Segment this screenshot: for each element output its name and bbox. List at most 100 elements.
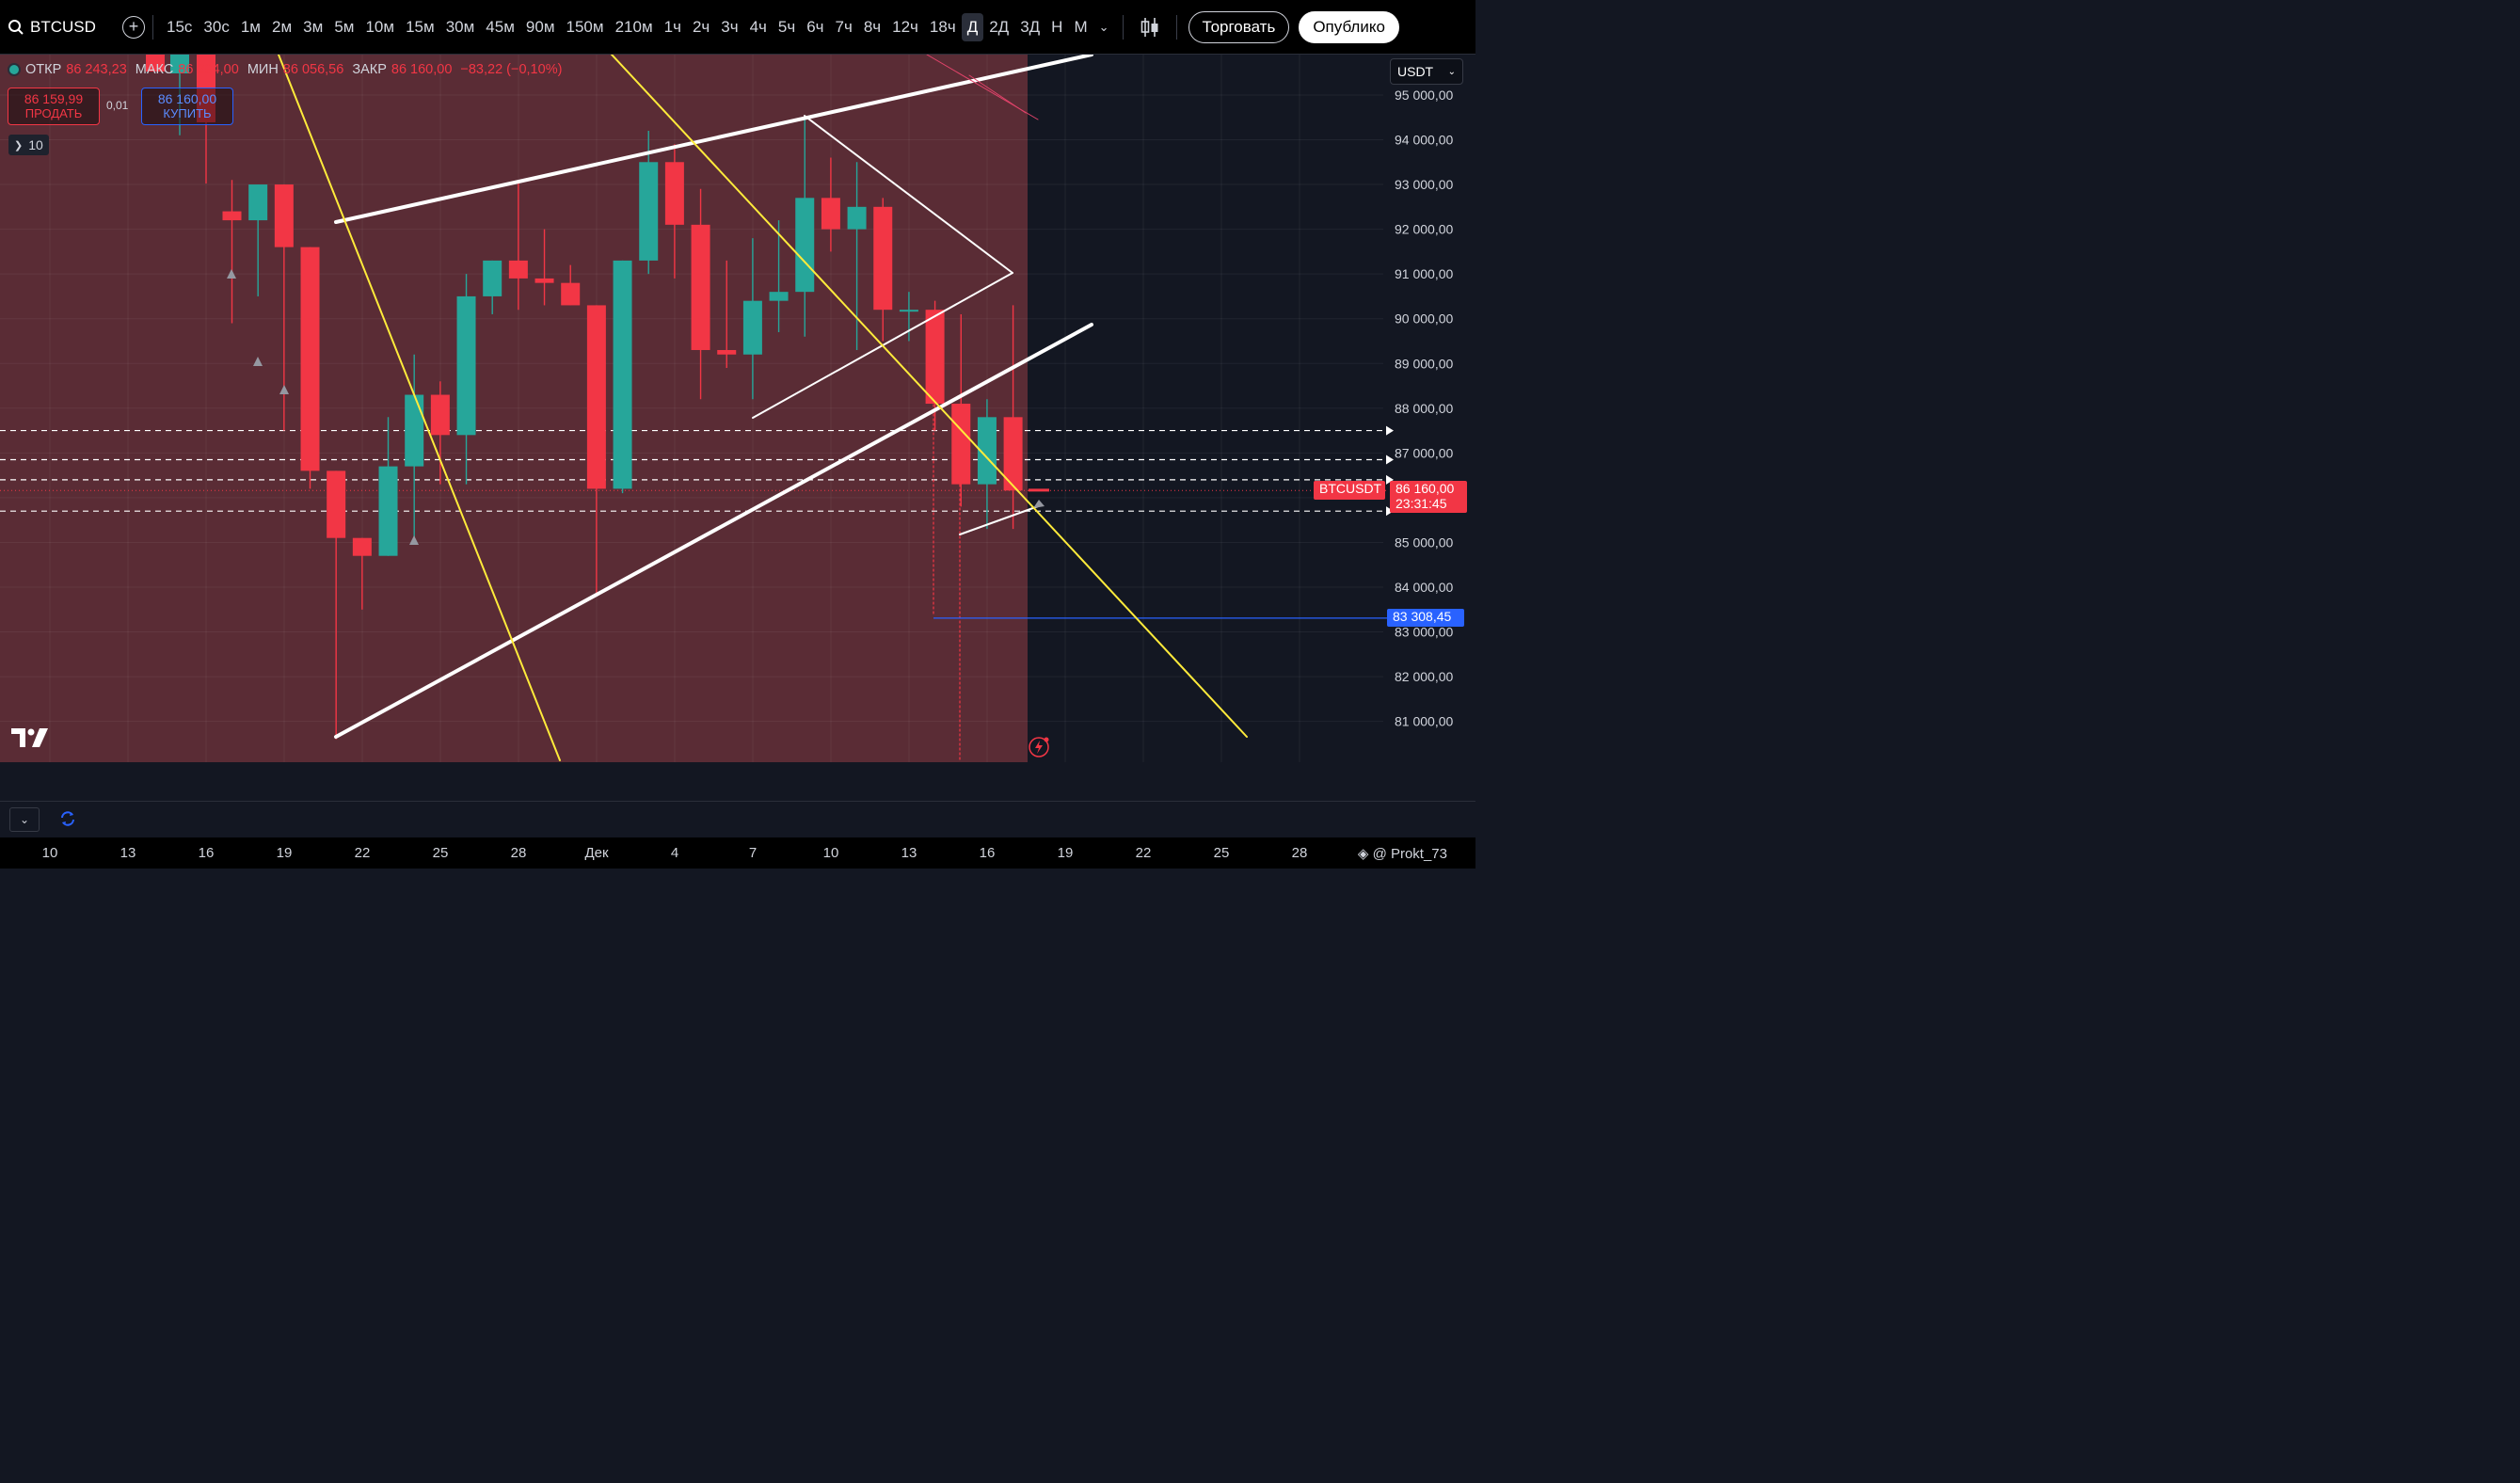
price-axis-label: 84 000,00 [1395, 580, 1453, 595]
diamond-icon: ◈ [1357, 846, 1369, 862]
candle-body[interactable] [717, 349, 737, 355]
lightning-alert-icon[interactable] [1028, 736, 1050, 758]
timeframe-25[interactable]: 3Д [1020, 17, 1041, 36]
close-value: 86 160,00 [391, 62, 453, 77]
timeframe-dropdown-chevron-icon[interactable]: ⌄ [1098, 19, 1109, 34]
level-handle-icon[interactable] [1386, 454, 1394, 465]
spread-value: 0,01 [106, 99, 129, 112]
price-axis-label: 90 000,00 [1395, 311, 1453, 327]
candle-type-icon[interactable] [1137, 14, 1163, 40]
candle-body[interactable] [742, 300, 762, 355]
timeframe-17[interactable]: 5ч [777, 17, 796, 36]
short-trendline[interactable] [959, 504, 1042, 535]
compare-plus-icon[interactable]: + [122, 15, 145, 39]
timeframe-8[interactable]: 30м [445, 17, 475, 36]
timeframe-14[interactable]: 2ч [692, 17, 710, 36]
timeframe-24[interactable]: 2Д [989, 17, 1010, 36]
candle-body[interactable] [405, 394, 424, 467]
timeframe-9[interactable]: 45м [486, 17, 515, 36]
time-axis[interactable]: 10 13 16 19 22 25 28 Дек 4 7 10 13 16 19 22 25 28 [0, 837, 1475, 869]
candle-body[interactable] [586, 305, 606, 489]
signal-triangle-icon [253, 357, 263, 366]
tradingview-logo-icon[interactable] [11, 726, 49, 749]
candle-body[interactable] [613, 260, 632, 489]
candle-body[interactable] [508, 260, 528, 279]
candle-body[interactable] [977, 417, 997, 485]
candle-body[interactable] [899, 310, 918, 312]
publish-button[interactable]: Опублико [1299, 10, 1399, 43]
currency-select[interactable]: USDT ⌄ [1390, 58, 1463, 85]
timeframe-3[interactable]: 2м [272, 17, 293, 36]
price-chart[interactable]: 95 000,00 94 000,00 93 000,00 92 000,00 91 0… [0, 55, 1475, 762]
level-handle-icon[interactable] [1386, 474, 1394, 485]
timeframe-10[interactable]: 90м [525, 17, 555, 36]
timeframe-23[interactable]: Д [961, 12, 984, 41]
channel-lower-trendline[interactable] [334, 323, 1093, 739]
triangle-upper-line[interactable] [804, 115, 1013, 274]
candle-body[interactable] [483, 260, 502, 296]
trade-button[interactable]: Торговать [1188, 10, 1290, 43]
yellow-trendline[interactable] [278, 55, 561, 761]
channel-upper-trendline[interactable] [334, 55, 1093, 224]
chart-canvas[interactable]: 95 000,00 94 000,00 93 000,00 92 000,00 91 0… [0, 55, 1475, 762]
timeframe-19[interactable]: 7ч [835, 17, 853, 36]
level-handle-icon[interactable] [1386, 425, 1394, 436]
candle-body[interactable] [847, 206, 867, 230]
separator [152, 14, 153, 40]
pink-trendline[interactable] [968, 74, 1027, 114]
timeframe-26[interactable]: Н [1051, 17, 1063, 36]
volume-toggle[interactable]: ❯ 10 [8, 135, 49, 155]
candle-body[interactable] [300, 247, 320, 471]
yellow-trendline[interactable] [611, 55, 1248, 738]
candle-body[interactable] [248, 184, 268, 221]
candle-body [146, 55, 165, 72]
timeframe-0[interactable]: 15с [167, 17, 193, 36]
candle-body[interactable] [534, 278, 554, 283]
timeframe-4[interactable]: 3м [303, 17, 324, 36]
timeframe-27[interactable]: М [1074, 17, 1088, 36]
price-axis-label: 88 000,00 [1395, 401, 1453, 416]
candle-body[interactable] [664, 162, 684, 225]
candle-body[interactable] [769, 292, 789, 301]
timeframe-12[interactable]: 210м [614, 17, 653, 36]
candle-body[interactable] [821, 198, 840, 230]
timeframe-11[interactable]: 150м [566, 17, 604, 36]
timeframe-7[interactable]: 15м [406, 17, 435, 36]
candle-body[interactable] [561, 282, 581, 306]
timeframe-2[interactable]: 1м [240, 17, 261, 36]
sell-button[interactable]: 86 159,99 ПРОДАТЬ [8, 88, 100, 125]
timeframe-18[interactable]: 6ч [806, 17, 824, 36]
candle-body[interactable] [222, 211, 242, 221]
timeframe-20[interactable]: 8ч [863, 17, 882, 36]
candle-body[interactable] [639, 162, 659, 261]
candle-body[interactable] [456, 295, 476, 436]
timeframe-5[interactable]: 5м [334, 17, 355, 36]
timeframe-16[interactable]: 4ч [749, 17, 767, 36]
buy-price: 86 160,00 [157, 91, 217, 106]
timeframe-13[interactable]: 1ч [663, 17, 681, 36]
timeframe-22[interactable]: 18ч [929, 17, 956, 36]
last-price-tag: 86 160,00 23:31:45 [1390, 481, 1467, 513]
price-axis-label: 82 000,00 [1395, 669, 1453, 684]
timeframe-1[interactable]: 30с [203, 17, 230, 36]
candle-body[interactable] [795, 198, 815, 293]
buy-button[interactable]: 86 160,00 КУПИТЬ [141, 88, 233, 125]
candle-body[interactable] [1003, 417, 1023, 491]
candle-body[interactable] [873, 206, 893, 311]
candle-body[interactable] [274, 184, 294, 247]
collapse-panel-button[interactable]: ⌄ [9, 807, 40, 832]
candle-body[interactable] [352, 537, 372, 556]
candle-body[interactable] [691, 224, 710, 350]
timeframe-21[interactable]: 12ч [892, 17, 918, 36]
candle-body[interactable] [430, 394, 450, 436]
timeframe-6[interactable]: 10м [365, 17, 395, 36]
timeframe-15[interactable]: 3ч [721, 17, 739, 36]
candle-body[interactable] [378, 466, 398, 556]
sync-icon[interactable] [58, 809, 77, 828]
candle-body[interactable] [951, 404, 971, 485]
candle-body[interactable] [925, 310, 945, 405]
time-label: 19 [1057, 845, 1074, 861]
candle-body[interactable] [327, 470, 346, 538]
time-label: 28 [1291, 845, 1308, 861]
symbol-search[interactable]: BTCUSD [0, 18, 113, 37]
